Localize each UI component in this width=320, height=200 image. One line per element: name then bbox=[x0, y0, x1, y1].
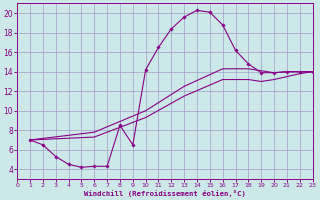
X-axis label: Windchill (Refroidissement éolien,°C): Windchill (Refroidissement éolien,°C) bbox=[84, 190, 246, 197]
